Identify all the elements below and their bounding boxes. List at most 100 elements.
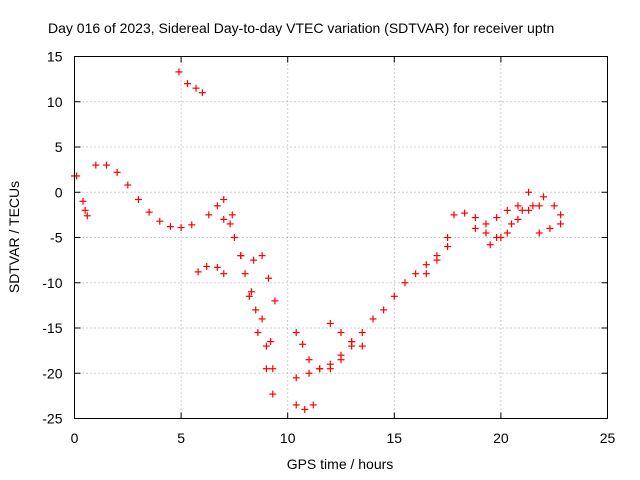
data-point: [358, 342, 366, 350]
series-arc-j: [292, 329, 307, 348]
data-point: [557, 211, 565, 219]
data-point: [301, 405, 309, 413]
axis-ticks: [74, 56, 608, 419]
data-point: [245, 292, 253, 300]
data-point: [226, 220, 234, 228]
data-point: [471, 224, 479, 232]
data-point: [514, 215, 522, 223]
data-point: [412, 270, 420, 278]
series-arc-i: [250, 252, 279, 305]
chart-title: Day 016 of 2023, Sidereal Day-to-day VTE…: [48, 20, 554, 36]
data-point: [247, 288, 255, 296]
series-arc-a: [71, 172, 81, 180]
data-point: [258, 315, 266, 323]
data-point: [535, 202, 543, 210]
data-point: [305, 356, 313, 364]
y-tick-label: -15: [42, 320, 62, 336]
data-point: [369, 315, 377, 323]
data-point: [546, 224, 554, 232]
data-point: [422, 261, 430, 269]
x-tick-label: 0: [71, 430, 79, 446]
data-point: [113, 168, 121, 176]
data-point: [237, 252, 245, 260]
data-point: [83, 212, 91, 220]
data-point: [271, 297, 279, 305]
data-point: [525, 188, 533, 196]
data-point: [192, 84, 200, 92]
data-point: [461, 209, 469, 217]
data-point: [198, 89, 206, 97]
data-point: [265, 274, 273, 282]
data-point: [203, 262, 211, 270]
data-point: [348, 338, 356, 346]
data-point: [292, 329, 300, 337]
data-point: [183, 80, 191, 88]
data-point: [188, 221, 196, 229]
data-point: [508, 220, 516, 228]
data-point: [166, 223, 174, 231]
data-point: [205, 211, 213, 219]
x-tick-labels: 0 5 10 15 20 25: [71, 430, 616, 446]
y-tick-label: 5: [55, 139, 63, 155]
data-point: [444, 234, 452, 241]
series-arc-r: [486, 193, 565, 249]
series-arc-k: [292, 401, 317, 413]
data-point: [262, 365, 270, 373]
data-points: [71, 68, 565, 413]
y-tick-label: -10: [42, 275, 62, 291]
data-point: [269, 365, 277, 373]
data-point: [358, 329, 366, 337]
data-point: [241, 270, 249, 278]
series-arc-f: [205, 195, 277, 398]
data-point: [557, 220, 565, 228]
data-point: [292, 374, 300, 382]
plot-frame: [74, 56, 608, 419]
data-point: [175, 68, 183, 76]
data-point: [299, 340, 307, 348]
data-point: [220, 215, 228, 223]
data-point: [145, 208, 153, 216]
data-point: [134, 195, 142, 203]
data-point: [540, 193, 548, 201]
series-arc-p: [450, 188, 533, 228]
data-point: [258, 252, 266, 260]
data-point: [493, 214, 501, 222]
series-arc-q: [471, 202, 543, 241]
data-point: [525, 206, 533, 214]
data-point: [124, 181, 132, 189]
data-point: [380, 306, 388, 314]
series-arc-o: [422, 243, 452, 278]
y-tick-label: 10: [47, 94, 63, 110]
y-tick-labels: 15 10 5 0 -5 -10 -15 -20 -25: [42, 49, 62, 427]
data-point: [422, 270, 430, 278]
data-point: [213, 202, 221, 210]
series-arc-h: [226, 220, 275, 346]
data-point: [497, 234, 505, 241]
x-tick-label: 20: [493, 430, 509, 446]
y-tick-label: 0: [55, 184, 63, 200]
data-point: [326, 365, 334, 373]
data-point: [213, 263, 221, 271]
data-point: [228, 211, 236, 219]
x-tick-label: 10: [280, 430, 296, 446]
data-point: [316, 365, 324, 373]
data-point: [390, 292, 398, 300]
data-point: [230, 234, 238, 241]
data-point: [156, 217, 164, 225]
data-point: [252, 306, 260, 314]
data-point: [309, 401, 317, 409]
y-tick-label: -25: [42, 411, 62, 427]
series-arc-m: [305, 342, 356, 373]
data-point: [194, 268, 202, 276]
data-point: [102, 161, 110, 169]
data-point: [326, 319, 334, 327]
data-point: [401, 279, 409, 287]
data-point: [267, 338, 275, 346]
data-point: [433, 256, 441, 264]
data-point: [529, 202, 537, 210]
data-point: [220, 270, 228, 278]
data-point: [486, 241, 494, 249]
data-point: [482, 229, 490, 237]
data-point: [518, 206, 526, 214]
